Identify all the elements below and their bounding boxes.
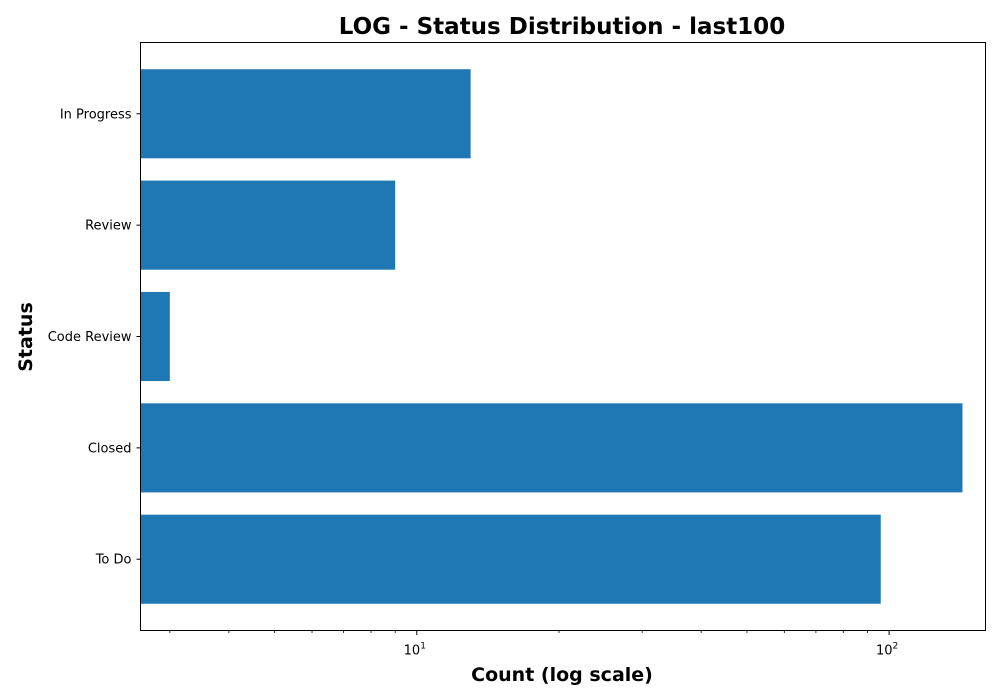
- bar-code-review: [140, 291, 170, 382]
- x-tick-label: 101: [404, 642, 426, 659]
- bar-to-do: [140, 514, 881, 604]
- bar-closed: [140, 403, 963, 493]
- y-tick-label: Closed: [88, 441, 132, 456]
- x-axis-label: Count (log scale): [471, 664, 653, 686]
- plot-frame: [140, 42, 986, 631]
- x-tick-label: 102: [876, 642, 898, 659]
- y-tick-label: To Do: [95, 553, 132, 568]
- bar-review: [140, 180, 396, 270]
- y-tick-label: Review: [85, 219, 132, 234]
- bar-in-progress: [140, 69, 471, 159]
- chart-title: LOG - Status Distribution - last100: [339, 14, 785, 40]
- bars: [140, 69, 963, 604]
- y-tick-label: In Progress: [60, 107, 132, 122]
- y-axis-ticks: In Progress Review Code Review Closed To Do: [48, 107, 141, 568]
- y-tick-label: Code Review: [48, 330, 132, 345]
- y-axis-label: Status: [15, 302, 37, 372]
- x-axis-ticks: 101 102: [169, 630, 898, 659]
